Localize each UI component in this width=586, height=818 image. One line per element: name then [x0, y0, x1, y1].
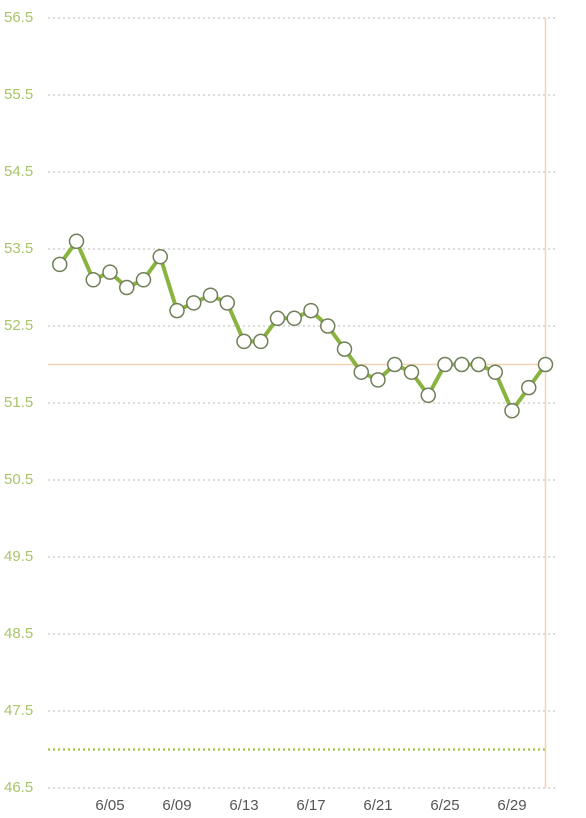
data-point [387, 356, 403, 373]
y-tick-label: 50.5 [4, 471, 33, 488]
y-tick-label: 48.5 [4, 625, 33, 642]
data-point [169, 302, 185, 319]
data-point [403, 364, 420, 380]
data-point [504, 402, 520, 419]
x-tick-label: 6/13 [229, 797, 258, 814]
x-tick-label: 6/09 [162, 797, 191, 814]
data-point [320, 318, 336, 334]
data-point [202, 287, 219, 303]
y-tick-label: 56.5 [4, 9, 33, 26]
data-point [303, 302, 319, 319]
y-tick-label: 54.5 [4, 163, 33, 180]
data-point [236, 333, 252, 350]
data-point [219, 295, 235, 311]
x-tick-label: 6/17 [296, 797, 325, 814]
data-point [487, 364, 503, 380]
data-point [85, 272, 101, 288]
data-point [454, 356, 470, 373]
x-tick-label: 6/29 [497, 797, 526, 814]
data-point [353, 364, 369, 380]
y-tick-label: 47.5 [4, 702, 33, 719]
data-point [521, 379, 537, 396]
x-tick-label: 6/05 [95, 797, 124, 814]
data-point [286, 310, 302, 327]
data-point [537, 356, 554, 373]
data-point [68, 233, 85, 250]
y-tick-label: 49.5 [4, 548, 33, 565]
data-point [186, 295, 202, 311]
data-point [437, 356, 453, 373]
x-tick-label: 6/21 [363, 797, 392, 814]
y-tick-label: 52.5 [4, 317, 33, 334]
y-tick-label: 46.5 [4, 779, 33, 796]
data-line [58, 239, 548, 413]
data-point [102, 264, 118, 280]
data-point [336, 341, 353, 357]
data-point [135, 272, 152, 288]
data-point [370, 372, 386, 388]
y-tick-label: 51.5 [4, 394, 33, 411]
data-point [269, 310, 286, 327]
data-point [253, 333, 269, 350]
data-point [420, 387, 436, 404]
data-point [470, 356, 487, 373]
x-tick-label: 6/25 [430, 797, 459, 814]
data-point [152, 248, 168, 265]
data-point [52, 256, 68, 273]
y-tick-label: 55.5 [4, 86, 33, 103]
y-tick-label: 53.5 [4, 240, 33, 257]
data-point [119, 279, 135, 296]
